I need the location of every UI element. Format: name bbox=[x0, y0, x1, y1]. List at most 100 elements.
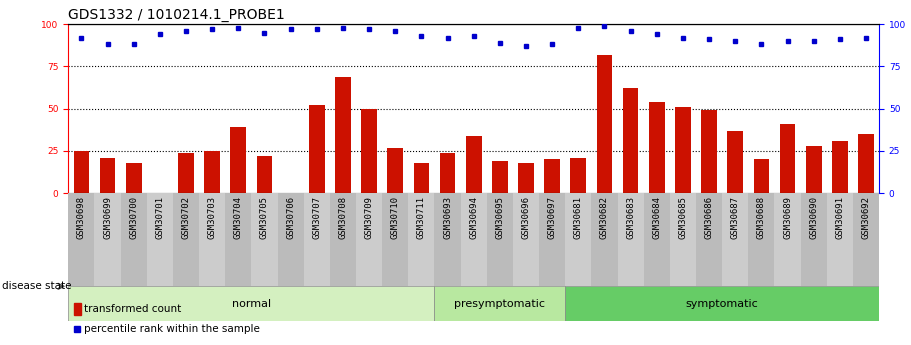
Text: normal: normal bbox=[231, 299, 271, 308]
Text: GSM30688: GSM30688 bbox=[757, 196, 766, 239]
Bar bbox=[74, 151, 89, 193]
Bar bbox=[147, 193, 173, 286]
Bar bbox=[591, 193, 618, 286]
Text: GSM30710: GSM30710 bbox=[391, 196, 400, 239]
Bar bbox=[435, 286, 565, 321]
Text: GSM30693: GSM30693 bbox=[443, 196, 452, 239]
Text: GSM30683: GSM30683 bbox=[626, 196, 635, 239]
Bar bbox=[225, 193, 251, 286]
Bar bbox=[330, 193, 356, 286]
Text: GSM30707: GSM30707 bbox=[312, 196, 322, 239]
Text: GSM30692: GSM30692 bbox=[862, 196, 871, 239]
Bar bbox=[204, 151, 220, 193]
Bar bbox=[414, 163, 429, 193]
Bar bbox=[251, 193, 278, 286]
Text: GSM30694: GSM30694 bbox=[469, 196, 478, 239]
Bar bbox=[513, 193, 539, 286]
Text: GSM30689: GSM30689 bbox=[783, 196, 792, 239]
Bar bbox=[461, 193, 486, 286]
Bar bbox=[644, 193, 670, 286]
Text: GSM30682: GSM30682 bbox=[600, 196, 609, 239]
Bar bbox=[303, 193, 330, 286]
Text: GSM30700: GSM30700 bbox=[129, 196, 138, 239]
Bar bbox=[486, 193, 513, 286]
Bar bbox=[722, 193, 748, 286]
Text: GSM30685: GSM30685 bbox=[679, 196, 688, 239]
Bar bbox=[597, 55, 612, 193]
Bar bbox=[827, 193, 853, 286]
Bar bbox=[623, 88, 639, 193]
Bar bbox=[362, 109, 377, 193]
Text: GSM30697: GSM30697 bbox=[548, 196, 557, 239]
Bar bbox=[408, 193, 435, 286]
Bar bbox=[727, 131, 743, 193]
Bar bbox=[748, 193, 774, 286]
Bar bbox=[518, 163, 534, 193]
Text: GSM30690: GSM30690 bbox=[809, 196, 818, 239]
Text: GSM30698: GSM30698 bbox=[77, 196, 86, 239]
Text: GSM30695: GSM30695 bbox=[496, 196, 505, 239]
Bar bbox=[806, 146, 822, 193]
Bar bbox=[74, 303, 81, 315]
Bar bbox=[675, 107, 691, 193]
Bar bbox=[570, 158, 586, 193]
Text: GSM30686: GSM30686 bbox=[704, 196, 713, 239]
Text: GSM30699: GSM30699 bbox=[103, 196, 112, 239]
Bar bbox=[309, 105, 324, 193]
Text: GSM30681: GSM30681 bbox=[574, 196, 583, 239]
Text: presymptomatic: presymptomatic bbox=[455, 299, 546, 308]
Bar bbox=[179, 152, 194, 193]
Bar bbox=[670, 193, 696, 286]
Text: disease state: disease state bbox=[2, 282, 71, 291]
Bar bbox=[335, 77, 351, 193]
Text: GSM30696: GSM30696 bbox=[521, 196, 530, 239]
Text: GSM30706: GSM30706 bbox=[286, 196, 295, 239]
Bar bbox=[774, 193, 801, 286]
Text: GSM30701: GSM30701 bbox=[156, 196, 164, 239]
Bar bbox=[696, 193, 722, 286]
Bar bbox=[95, 193, 120, 286]
Bar bbox=[832, 141, 848, 193]
Text: GSM30704: GSM30704 bbox=[234, 196, 243, 239]
Bar bbox=[539, 193, 565, 286]
Bar bbox=[649, 102, 665, 193]
Bar bbox=[126, 163, 141, 193]
Text: GSM30705: GSM30705 bbox=[260, 196, 269, 239]
Bar bbox=[853, 193, 879, 286]
Text: percentile rank within the sample: percentile rank within the sample bbox=[85, 324, 261, 334]
Bar bbox=[780, 124, 795, 193]
Bar bbox=[120, 193, 147, 286]
Text: GSM30691: GSM30691 bbox=[835, 196, 844, 239]
Bar bbox=[387, 148, 403, 193]
Bar bbox=[565, 193, 591, 286]
Bar bbox=[466, 136, 482, 193]
Bar bbox=[435, 193, 461, 286]
Bar bbox=[383, 193, 408, 286]
Text: GSM30703: GSM30703 bbox=[208, 196, 217, 239]
Bar bbox=[440, 152, 456, 193]
Bar bbox=[545, 159, 560, 193]
Bar bbox=[68, 193, 95, 286]
Bar bbox=[173, 193, 200, 286]
Bar bbox=[278, 193, 303, 286]
Bar bbox=[68, 286, 435, 321]
Bar bbox=[858, 134, 874, 193]
Text: transformed count: transformed count bbox=[85, 304, 181, 314]
Bar bbox=[356, 193, 383, 286]
Text: GSM30708: GSM30708 bbox=[339, 196, 347, 239]
Bar bbox=[492, 161, 507, 193]
Bar bbox=[200, 193, 225, 286]
Text: GSM30687: GSM30687 bbox=[731, 196, 740, 239]
Bar bbox=[257, 156, 272, 193]
Bar bbox=[618, 193, 644, 286]
Bar bbox=[753, 159, 769, 193]
Bar bbox=[565, 286, 879, 321]
Bar bbox=[701, 110, 717, 193]
Text: GDS1332 / 1010214.1_PROBE1: GDS1332 / 1010214.1_PROBE1 bbox=[68, 8, 285, 22]
Text: GSM30702: GSM30702 bbox=[181, 196, 190, 239]
Text: GSM30684: GSM30684 bbox=[652, 196, 661, 239]
Bar bbox=[99, 158, 116, 193]
Bar bbox=[801, 193, 827, 286]
Text: GSM30711: GSM30711 bbox=[417, 196, 426, 239]
Text: GSM30709: GSM30709 bbox=[364, 196, 374, 239]
